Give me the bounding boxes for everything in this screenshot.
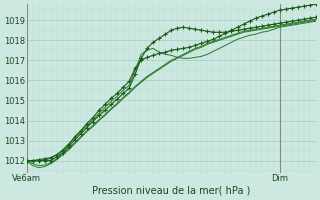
X-axis label: Pression niveau de la mer( hPa ): Pression niveau de la mer( hPa ): [92, 186, 251, 196]
